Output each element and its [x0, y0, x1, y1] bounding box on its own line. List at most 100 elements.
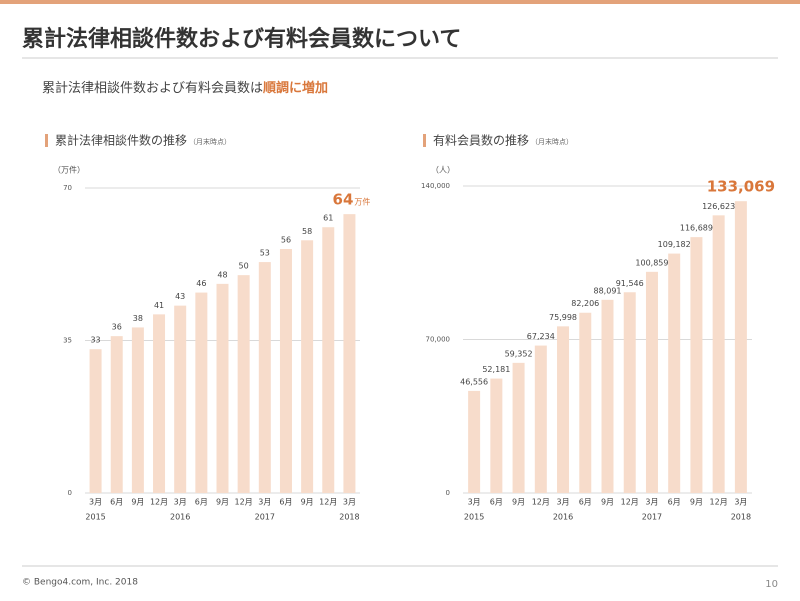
y-tick-label: 35	[63, 337, 72, 345]
bar	[712, 215, 725, 493]
chart-subtitle: （月末時点）	[189, 137, 231, 146]
value-label: 91,546	[616, 279, 644, 288]
chart-title: 有料会員数の推移	[433, 133, 529, 148]
y-tick-label: 0	[68, 489, 72, 497]
value-label: 58	[302, 227, 312, 236]
x-tick-label: 3月	[174, 498, 187, 507]
x-tick-label: 12月	[319, 498, 337, 507]
bar	[690, 237, 703, 493]
x-tick-label: 3月	[89, 498, 102, 507]
year-label: 2016	[553, 513, 573, 522]
x-tick-label: 6月	[110, 498, 123, 507]
bar	[468, 390, 481, 493]
x-tick-label: 9月	[601, 498, 614, 507]
top-bar	[0, 0, 800, 4]
bar	[195, 292, 208, 493]
year-label: 2016	[170, 513, 190, 522]
value-label: 52,181	[482, 365, 510, 374]
value-label: 126,623	[702, 202, 735, 211]
year-label: 2017	[642, 513, 662, 522]
x-tick-label: 12月	[532, 498, 550, 507]
value-label: 82,206	[571, 299, 599, 308]
bar	[131, 327, 144, 493]
value-label: 53	[260, 249, 270, 258]
bar	[216, 283, 229, 493]
value-label: 36	[112, 323, 122, 332]
bar	[153, 314, 166, 493]
value-label: 50	[239, 262, 249, 271]
x-tick-label: 6月	[195, 498, 208, 507]
value-label: 100,859	[635, 258, 668, 267]
x-tick-label: 6月	[490, 498, 503, 507]
value-label-highlight: 133,069	[707, 178, 775, 196]
y-tick-label: 70,000	[426, 336, 451, 344]
x-tick-label: 6月	[279, 498, 292, 507]
bar	[89, 349, 102, 493]
year-label: 2015	[85, 513, 105, 522]
bar	[343, 214, 356, 493]
year-label: 2018	[339, 513, 359, 522]
bar	[237, 275, 250, 493]
year-label: 2017	[255, 513, 275, 522]
x-tick-label: 3月	[645, 498, 658, 507]
value-label: 88,091	[594, 286, 622, 295]
y-tick-label: 70	[63, 184, 72, 192]
slide-title: 累計法律相談件数および有料会員数について	[22, 26, 461, 52]
y-tick-label: 140,000	[421, 182, 450, 190]
chart-subtitle: （月末時点）	[531, 137, 573, 146]
bar	[512, 362, 525, 493]
value-label: 33	[90, 336, 100, 345]
value-label: 75,998	[549, 313, 577, 322]
page-number: 10	[765, 579, 778, 590]
value-label: 38	[133, 314, 143, 323]
x-tick-label: 9月	[131, 498, 144, 507]
bar	[734, 201, 747, 493]
bar	[645, 271, 658, 493]
x-tick-label: 9月	[512, 498, 525, 507]
title-marker	[45, 134, 48, 147]
x-tick-label: 9月	[216, 498, 229, 507]
bar	[322, 227, 335, 493]
bar	[534, 345, 547, 493]
value-label-highlight: 64	[333, 191, 354, 209]
bar	[110, 336, 123, 493]
x-tick-label: 3月	[343, 498, 356, 507]
value-label: 43	[175, 292, 185, 301]
value-label: 48	[217, 270, 227, 279]
x-tick-label: 3月	[258, 498, 271, 507]
bar	[258, 262, 271, 493]
lead: 累計法律相談件数および有料会員数は	[42, 80, 263, 96]
y-tick-label: 0	[446, 489, 450, 497]
bar	[668, 253, 681, 493]
year-label: 2015	[464, 513, 484, 522]
unit-label: （万件）	[53, 165, 85, 175]
footer: © Bengo4.com, Inc. 2018	[22, 578, 138, 588]
value-label: 109,182	[658, 240, 691, 249]
value-label: 46	[196, 279, 206, 288]
unit-label: （人）	[431, 166, 455, 175]
value-label: 59,352	[505, 349, 533, 358]
bar	[601, 299, 614, 493]
x-tick-label: 9月	[690, 498, 703, 507]
chart-title: 累計法律相談件数の推移	[55, 133, 187, 148]
bar	[579, 312, 592, 493]
value-label: 61	[323, 214, 333, 223]
x-tick-label: 3月	[556, 498, 569, 507]
x-tick-label: 12月	[150, 498, 168, 507]
bar	[490, 378, 503, 493]
value-annotation: 万件	[354, 197, 370, 207]
bar	[279, 249, 292, 493]
bar	[623, 292, 636, 493]
value-label: 41	[154, 301, 164, 310]
year-label: 2018	[731, 513, 751, 522]
value-label: 46,556	[460, 377, 488, 386]
x-tick-label: 6月	[668, 498, 681, 507]
x-tick-label: 12月	[621, 498, 639, 507]
bar	[557, 326, 570, 493]
x-tick-label: 9月	[301, 498, 314, 507]
x-tick-label: 3月	[734, 498, 747, 507]
bar	[301, 240, 314, 493]
lead-highlight: 順調に増加	[263, 80, 328, 96]
x-tick-label: 12月	[710, 498, 728, 507]
